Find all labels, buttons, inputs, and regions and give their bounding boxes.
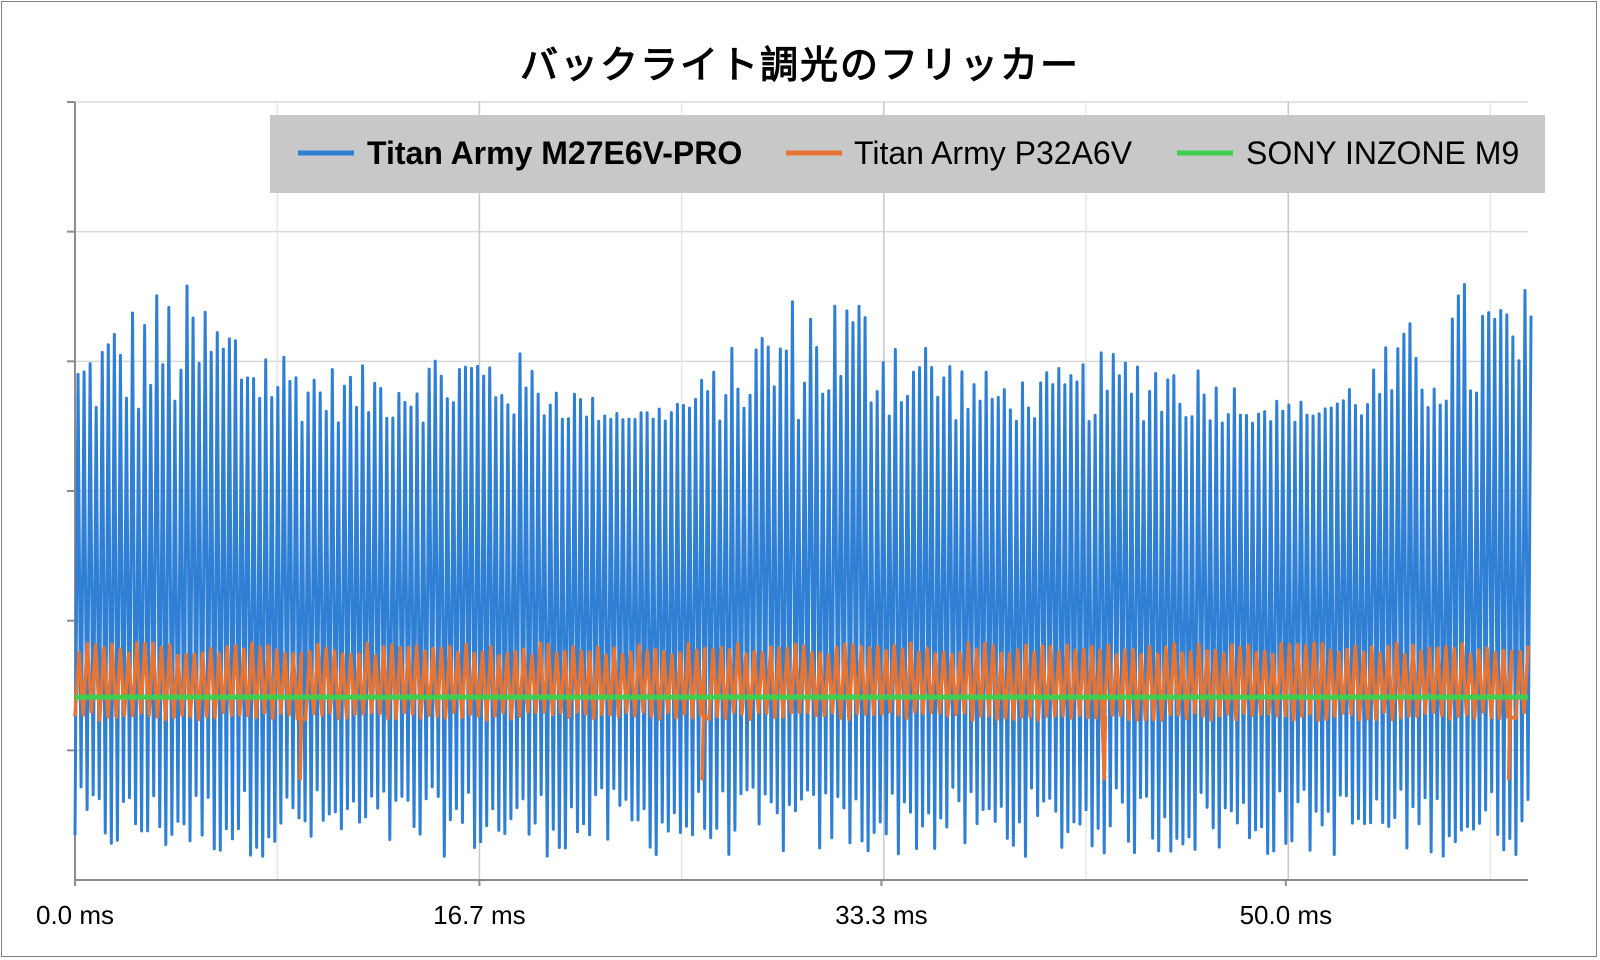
legend: Titan Army M27E6V-PRO Titan Army P32A6V SO… — [270, 115, 1545, 193]
legend-entry-titan-army-p32a6v: Titan Army P32A6V — [854, 135, 1133, 171]
legend-entry-titan-army-m27e6v-pro: Titan Army M27E6V-PRO — [367, 135, 742, 171]
x-tick-label: 16.7 ms — [433, 900, 526, 930]
x-tick-label: 33.3 ms — [835, 900, 928, 930]
x-ticks: 0.0 ms 16.7 ms 33.3 ms 50.0 ms — [36, 880, 1332, 930]
legend-entry-sony-inzone-m9: SONY INZONE M9 — [1246, 135, 1519, 171]
legend-background — [270, 115, 1545, 193]
x-tick-label: 50.0 ms — [1240, 900, 1333, 930]
chart-title: バックライト調光のフリッカー — [519, 43, 1080, 87]
series-layer — [73, 283, 1533, 858]
series-line-titan-army-p32a6v — [73, 641, 1530, 781]
x-tick-label: 0.0 ms — [36, 900, 114, 930]
series-line-titan-army-m27e6v-pro — [73, 283, 1533, 858]
